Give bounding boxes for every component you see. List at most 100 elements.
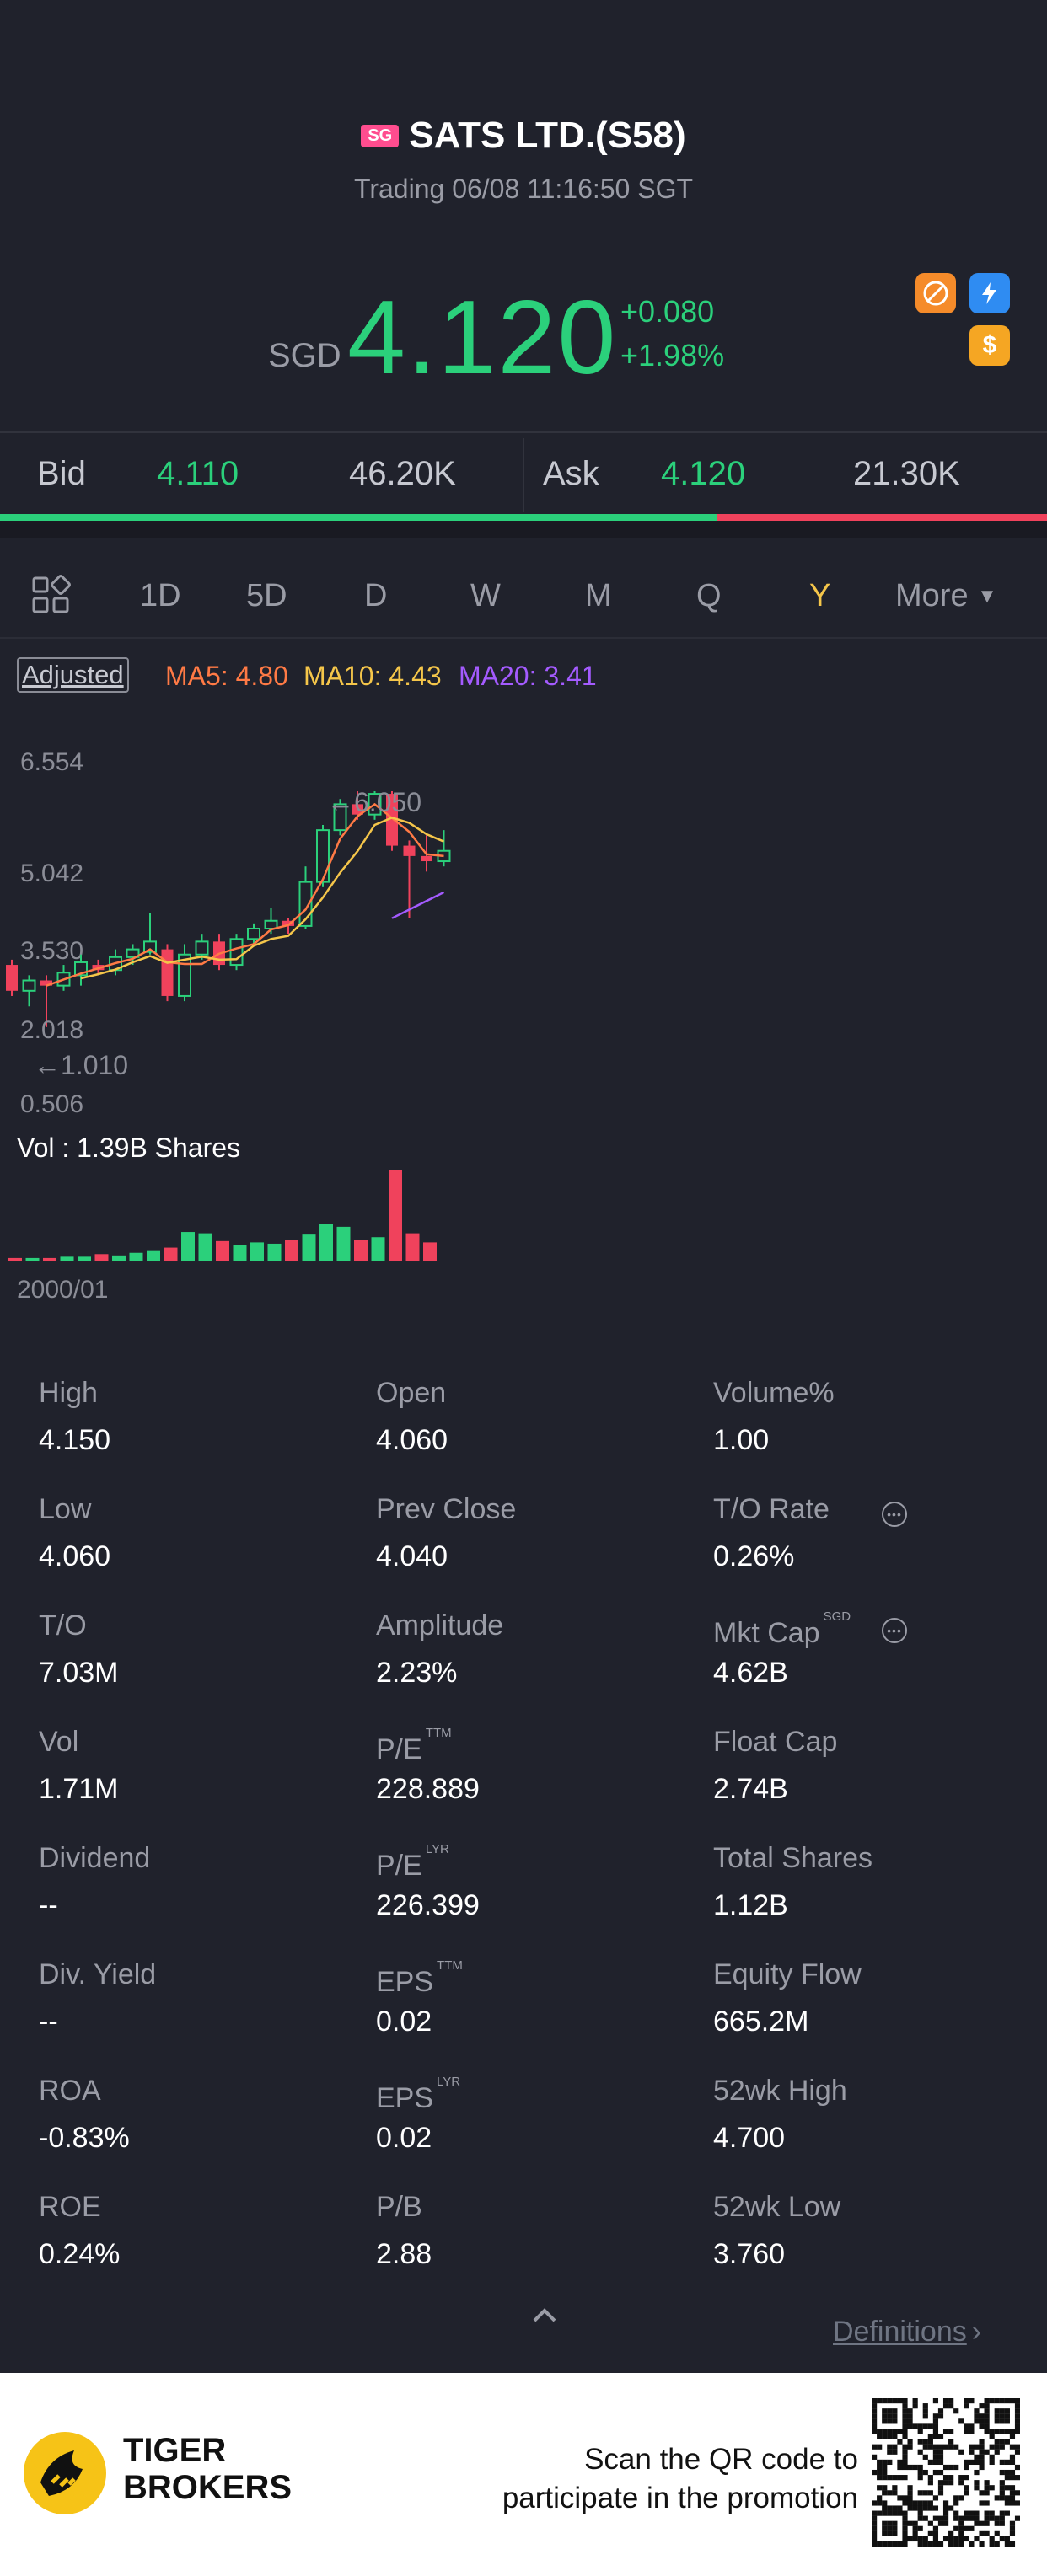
dollar-icon[interactable]: $ bbox=[969, 325, 1010, 366]
stat-label-text: Low bbox=[39, 1493, 92, 1525]
candle-body bbox=[195, 940, 209, 956]
tab-more[interactable]: More ▼ bbox=[895, 578, 997, 614]
stat-value: 0.02 bbox=[376, 2122, 432, 2154]
volume-bar bbox=[405, 1233, 420, 1261]
collapse-caret-icon[interactable] bbox=[528, 2302, 561, 2327]
ask-size: 21.30K bbox=[853, 455, 960, 492]
bid-volume-bar bbox=[0, 514, 717, 521]
candle-body bbox=[421, 855, 432, 862]
y-tick: 5.042 bbox=[20, 860, 84, 887]
stat-label-superscript: TTM bbox=[425, 1726, 452, 1740]
stat-label-text: High bbox=[39, 1377, 98, 1409]
more-info-icon[interactable]: ••• bbox=[882, 1618, 907, 1643]
stat-label-text: 52wk High bbox=[713, 2075, 847, 2107]
stat-label: P/ELYR bbox=[376, 1842, 449, 1882]
stat-value: 0.26% bbox=[713, 1540, 795, 1572]
stat-label-text: Amplitude bbox=[376, 1609, 504, 1641]
tab-w[interactable]: W bbox=[470, 578, 501, 613]
definitions-label: Definitions bbox=[833, 2316, 967, 2348]
stat-label-text: T/O bbox=[39, 1609, 87, 1641]
stat-label: P/B bbox=[376, 2191, 422, 2224]
tiger-logo-icon bbox=[24, 2432, 106, 2514]
chevron-down-icon: ▼ bbox=[977, 585, 997, 608]
no-short-icon[interactable] bbox=[915, 273, 956, 313]
tab-1d[interactable]: 1D bbox=[140, 578, 181, 613]
stat-value: 2.88 bbox=[376, 2238, 432, 2270]
bid-price: 4.110 bbox=[157, 455, 239, 492]
stat-value: -- bbox=[39, 2006, 58, 2038]
layout-grid-icon[interactable] bbox=[30, 575, 71, 615]
stat-label: Equity Flow bbox=[713, 1958, 862, 1991]
stat-value: 228.889 bbox=[376, 1773, 480, 1805]
volume-bar bbox=[267, 1243, 282, 1261]
stat-value: 2.23% bbox=[376, 1657, 458, 1689]
stat-label: Volume% bbox=[713, 1377, 835, 1410]
stat-label: Prev Close bbox=[376, 1493, 516, 1526]
stat-label: Float Cap bbox=[713, 1726, 837, 1759]
trading-status: Trading 06/08 11:16:50 SGT bbox=[353, 174, 694, 204]
y-tick: 6.554 bbox=[20, 748, 84, 776]
stat-label-text: P/E bbox=[376, 1733, 422, 1765]
candle-body bbox=[229, 938, 244, 967]
stat-value: 7.03M bbox=[39, 1657, 119, 1689]
low-marker: ←1.010 bbox=[34, 1050, 129, 1080]
stat-label-text: Open bbox=[376, 1377, 447, 1409]
candle-body bbox=[6, 965, 18, 991]
candle-body bbox=[316, 829, 330, 883]
volume-bar bbox=[336, 1226, 351, 1261]
volume-chart bbox=[8, 1170, 437, 1261]
volume-bar bbox=[60, 1256, 74, 1261]
stat-value: 665.2M bbox=[713, 2006, 809, 2038]
tab-d[interactable]: D bbox=[364, 578, 388, 613]
stat-label-text: Volume% bbox=[713, 1377, 835, 1409]
candle-body bbox=[161, 949, 174, 996]
brand-name: TIGER BROKERS bbox=[123, 2432, 292, 2506]
ma10-line bbox=[80, 817, 444, 980]
tab-5d[interactable]: 5D bbox=[246, 578, 287, 613]
more-info-icon[interactable]: ••• bbox=[882, 1502, 907, 1527]
qr-code[interactable] bbox=[872, 2398, 1020, 2547]
stat-label: Vol bbox=[39, 1726, 78, 1759]
stat-label: T/O Rate bbox=[713, 1493, 830, 1526]
ma5-value: MA5: 4.80 bbox=[165, 661, 288, 691]
stat-value: 0.24% bbox=[39, 2238, 121, 2270]
ask-label: Ask bbox=[543, 455, 599, 492]
promo-line-1: Scan the QR code to bbox=[584, 2443, 858, 2476]
currency-label: SGD bbox=[268, 337, 341, 374]
stat-label: T/O bbox=[39, 1609, 87, 1642]
tab-m[interactable]: M bbox=[585, 578, 612, 613]
high-marker-value: 6.050 bbox=[354, 787, 422, 817]
stat-label-text: ROE bbox=[39, 2191, 101, 2223]
stat-label-text: EPS bbox=[376, 2082, 434, 2114]
stat-value: 0.02 bbox=[376, 2006, 432, 2038]
volume-bar bbox=[250, 1242, 264, 1261]
adjusted-toggle[interactable]: Adjusted bbox=[17, 657, 129, 693]
y-tick: 3.530 bbox=[20, 937, 84, 965]
period-tab-bar bbox=[0, 538, 1047, 639]
tab-q[interactable]: Q bbox=[696, 578, 722, 613]
stat-value: 2.74B bbox=[713, 1773, 788, 1805]
volume-bar bbox=[147, 1250, 160, 1261]
stat-label: Dividend bbox=[39, 1842, 150, 1875]
y-tick: 2.018 bbox=[20, 1016, 84, 1044]
stat-label-text: P/E bbox=[376, 1850, 422, 1882]
last-price: 4.120 bbox=[347, 280, 618, 396]
lightning-level1-icon[interactable] bbox=[969, 273, 1010, 313]
stat-value: 1.00 bbox=[713, 1424, 770, 1456]
volume-bar bbox=[112, 1255, 126, 1261]
promo-line-2: participate in the promotion bbox=[502, 2482, 858, 2514]
high-marker: ←6.050 bbox=[327, 787, 422, 817]
volume-bar bbox=[8, 1257, 22, 1261]
chevron-right-icon: › bbox=[971, 2316, 982, 2348]
volume-bar bbox=[423, 1242, 437, 1261]
definitions-link[interactable]: Definitions › bbox=[833, 2316, 981, 2348]
stat-label-text: Prev Close bbox=[376, 1493, 517, 1525]
ma20-value: MA20: 3.41 bbox=[459, 661, 597, 691]
promo-footer: TIGER BROKERS Scan the QR code to partic… bbox=[0, 2373, 1047, 2576]
candle-body bbox=[386, 794, 398, 846]
tab-y[interactable]: Y bbox=[809, 578, 831, 613]
stat-label: Mkt CapSGD bbox=[713, 1609, 851, 1650]
stat-value: 1.71M bbox=[39, 1773, 119, 1805]
stat-label-superscript: SGD bbox=[823, 1609, 851, 1624]
candlestick-chart[interactable] bbox=[0, 758, 472, 1095]
